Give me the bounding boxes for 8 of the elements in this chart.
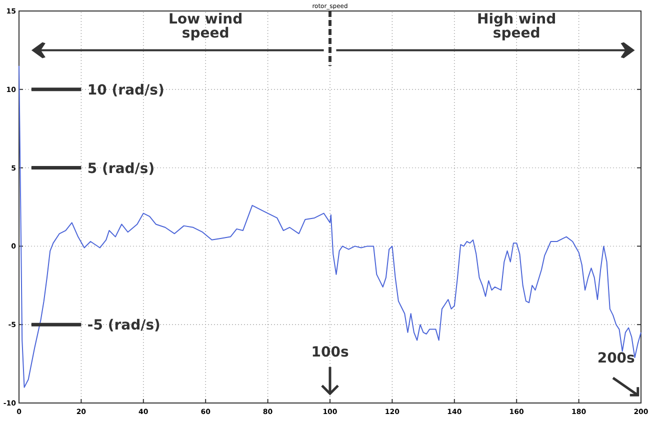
annotation: High wind speed bbox=[477, 12, 556, 42]
ref-line-label: 10 (rad/s) bbox=[87, 82, 164, 98]
line-series bbox=[18, 65, 642, 388]
annotation: Low wind speed bbox=[168, 12, 243, 42]
annotation: 100s bbox=[311, 344, 349, 360]
annotation: 200s bbox=[597, 350, 635, 367]
ref-line-label: 5 (rad/s) bbox=[87, 160, 155, 177]
ref-line-label: -5 (rad/s) bbox=[87, 318, 160, 334]
